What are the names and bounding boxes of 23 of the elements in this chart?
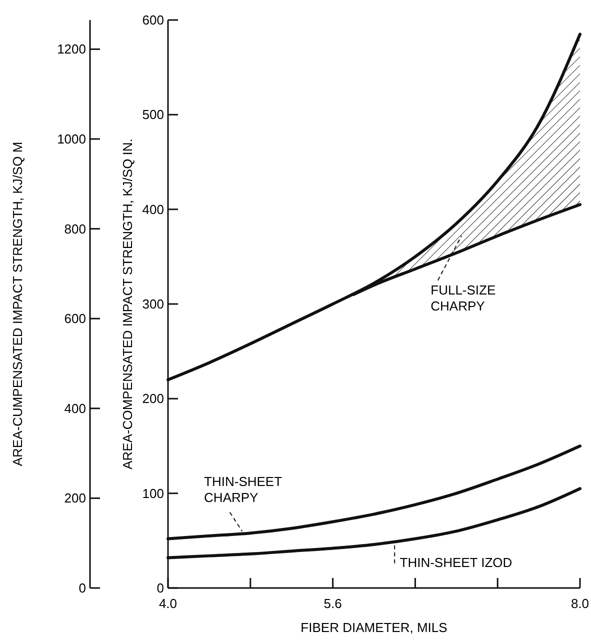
y2-tick-label: 200 <box>64 490 86 506</box>
y-tick-label: 200 <box>142 391 164 406</box>
x-tick-label: 8.0 <box>570 596 590 611</box>
x-tick-label: 5.6 <box>324 596 342 611</box>
y-tick-label: 300 <box>142 296 164 312</box>
y2-axis-title: AREA-CUMPENSATED IMPACT STRENGTH, KJ/SQ M <box>10 142 25 466</box>
series-label: FULL-SIZE CHARPY <box>430 282 496 314</box>
series-label: THIN-SHEET IZOD <box>400 555 512 570</box>
y2-tick-label: 1000 <box>57 132 86 147</box>
y-tick-label: 0 <box>156 580 164 596</box>
y-tick-label: 500 <box>142 107 164 122</box>
series-label: THIN-SHEET CHARPY <box>204 474 282 505</box>
x-axis-title: FIBER DIAMETER, MILS <box>300 620 448 635</box>
y-axis-title: AREA-COMPENSATED IMPACT STRENGTH, KJ/SQ IN. <box>120 138 135 470</box>
y-tick-label: 100 <box>142 486 164 501</box>
y2-tick-label: 0 <box>78 580 86 596</box>
y2-tick-label: 600 <box>64 311 86 326</box>
y2-tick-label: 1200 <box>57 42 86 57</box>
y-tick-label: 600 <box>142 12 164 28</box>
y-tick-label: 400 <box>142 202 164 217</box>
y2-tick-label: 800 <box>64 221 86 236</box>
x-tick-label: 4.0 <box>158 596 178 611</box>
y2-tick-label: 400 <box>64 400 86 416</box>
